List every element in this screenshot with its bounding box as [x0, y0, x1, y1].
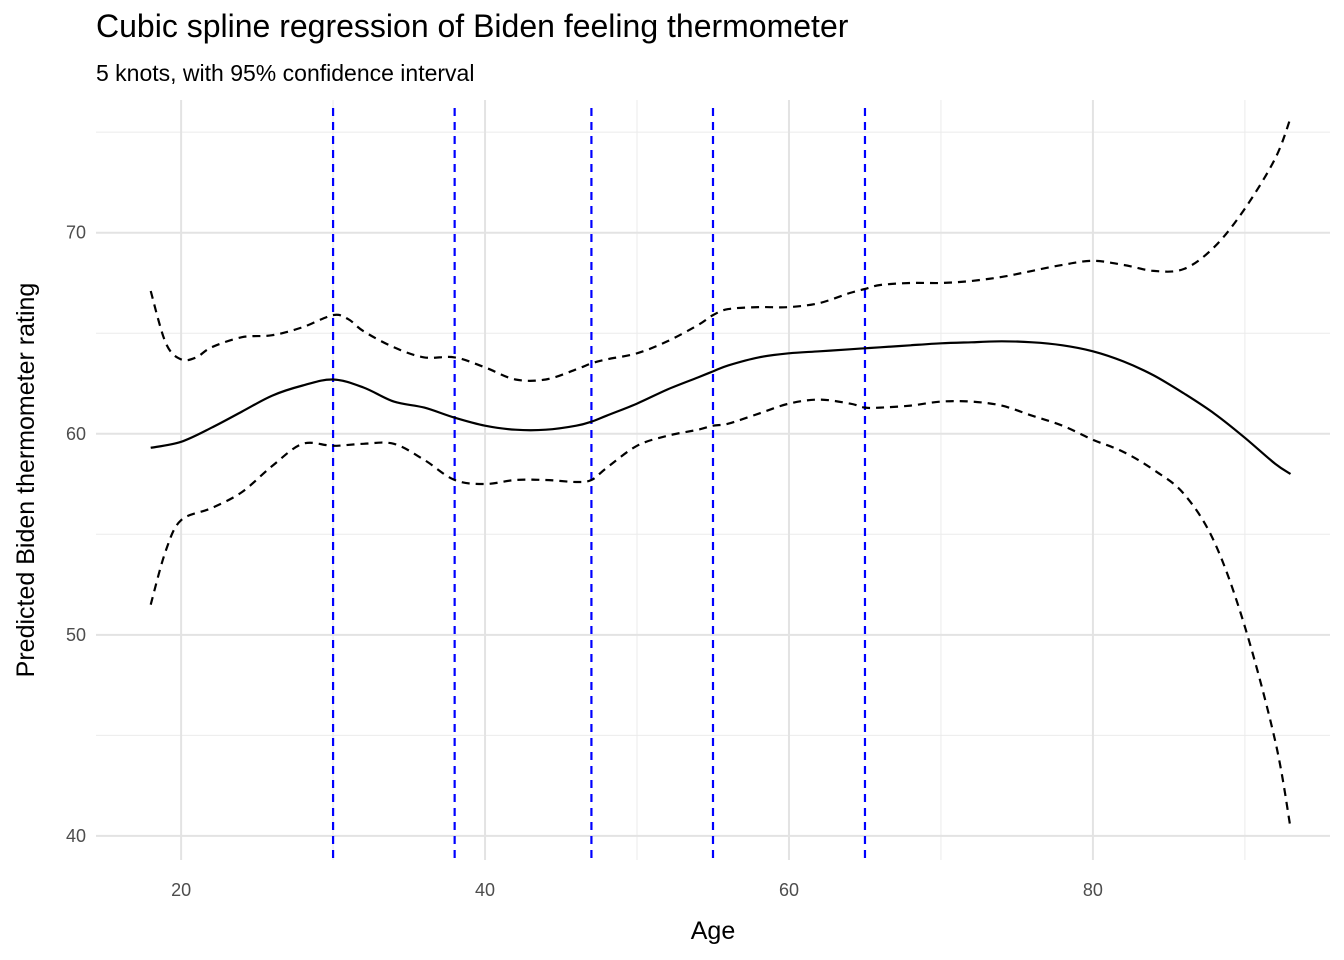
x-tick-label: 60 — [779, 880, 799, 900]
y-axis-title: Predicted Biden thermometer rating — [12, 283, 40, 678]
x-axis-title: Age — [691, 917, 735, 945]
y-tick-label: 60 — [66, 424, 86, 444]
series-lower-95-ci — [149, 398, 1292, 828]
grid-major — [96, 100, 1330, 860]
y-tick-label: 40 — [66, 826, 86, 846]
x-tick-labels: 20 40 60 80 — [171, 880, 1103, 900]
y-tick-label: 50 — [66, 625, 86, 645]
x-tick-label: 40 — [475, 880, 495, 900]
series-upper-95-ci — [149, 117, 1292, 382]
x-tick-label: 20 — [171, 880, 191, 900]
chart-subtitle: 5 knots, with 95% confidence interval — [96, 60, 475, 86]
y-tick-label: 70 — [66, 223, 86, 243]
knot-lines — [331, 108, 867, 860]
x-tick-label: 80 — [1083, 880, 1103, 900]
y-tick-labels: 40 50 60 70 — [66, 223, 86, 846]
series-lines — [149, 117, 1292, 828]
chart-title: Cubic spline regression of Biden feeling… — [96, 8, 849, 44]
series-fit — [150, 340, 1292, 475]
